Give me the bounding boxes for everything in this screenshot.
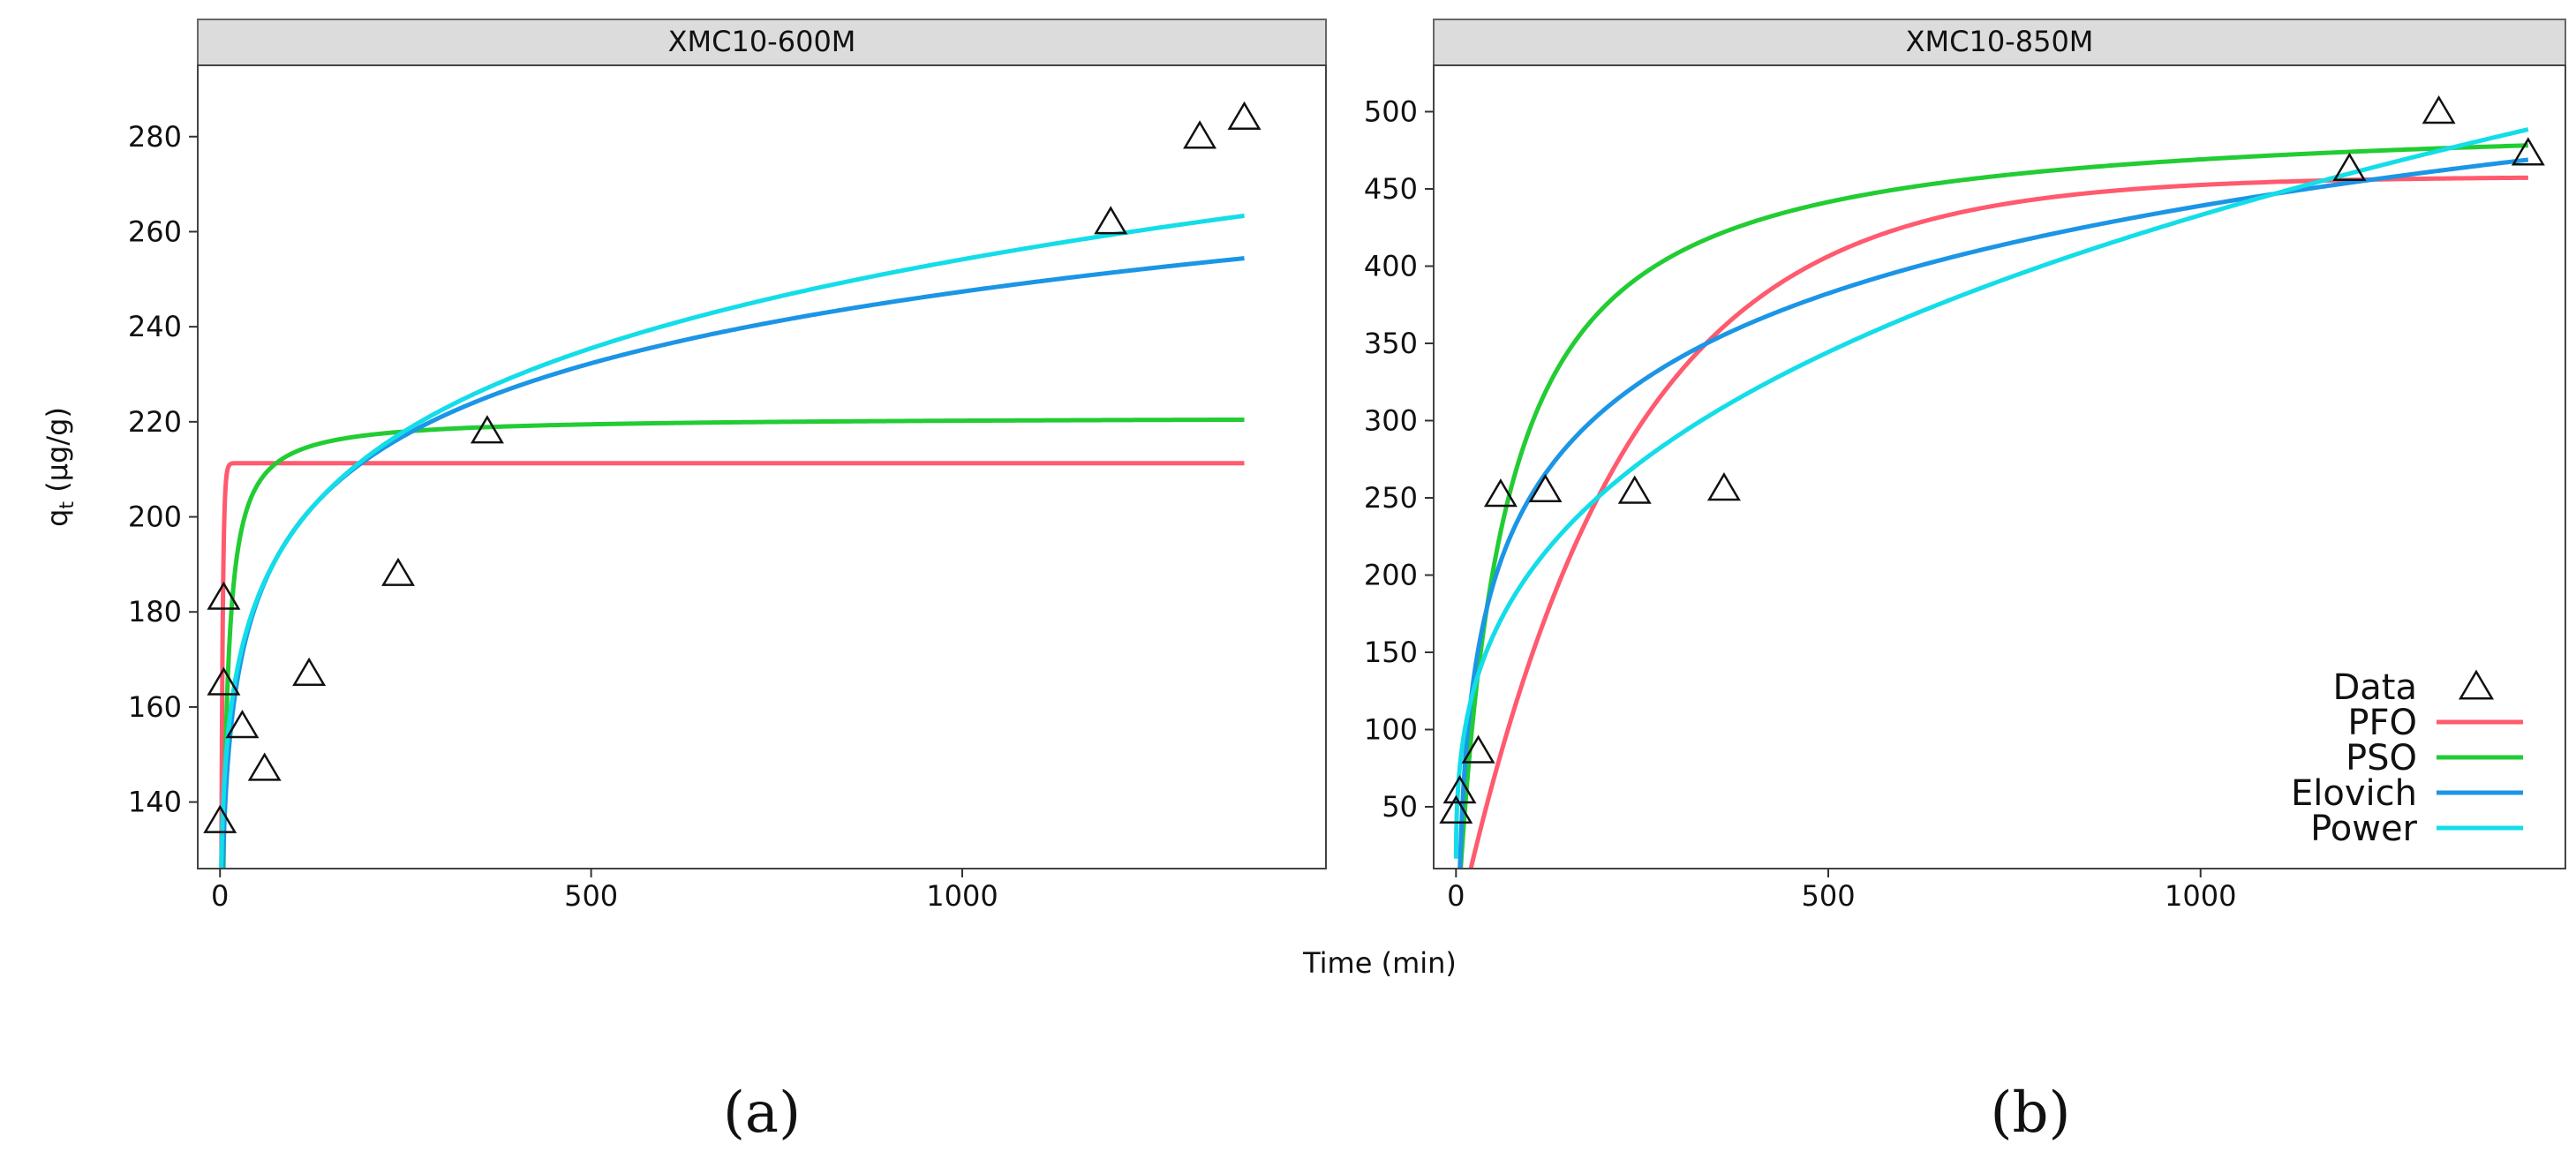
x-tick-label: 0	[211, 879, 229, 913]
y-tick-label: 140	[128, 786, 182, 819]
y-tick-label: 240	[128, 310, 182, 343]
legend-label-pfo: PFO	[2347, 703, 2417, 743]
data-point	[1183, 120, 1217, 149]
series-line-pfo	[1468, 175, 2528, 868]
data-point	[1094, 206, 1128, 235]
series-line-power	[1453, 127, 2529, 862]
panel-b-header	[1433, 19, 2566, 66]
x-tick-label: 1000	[2165, 879, 2236, 913]
data-point	[1617, 475, 1652, 504]
data-point	[207, 666, 241, 696]
panel-b-title: XMC10-850M	[1906, 25, 2094, 58]
data-point	[207, 581, 241, 610]
x-tick-label: 1000	[926, 879, 998, 913]
panel-a-points	[203, 101, 1262, 833]
panel-b: XMC10-850M 50 100 150 200 250 300 350 400 450 500…	[1364, 19, 2566, 1146]
y-tick-label: 220	[128, 405, 182, 439]
y-tick-label: 260	[128, 214, 182, 248]
data-point	[381, 557, 416, 586]
series-line-elovich	[1457, 157, 2529, 868]
y-axis-title-unit: (μg/g)	[41, 407, 74, 501]
y-tick-label: 300	[1364, 404, 1418, 438]
data-point	[292, 657, 327, 686]
panel-a-plot-area	[197, 64, 1327, 869]
y-tick-label: 350	[1364, 327, 1418, 360]
y-tick-label: 100	[1364, 713, 1418, 747]
panel-a-axes: 140 160 180 200 220 240 260 280 0 500 1000	[128, 120, 998, 913]
y-tick-label: 500	[1364, 95, 1418, 129]
panel-b-lines	[1453, 127, 2529, 868]
data-point	[1439, 794, 1473, 824]
y-tick-label: 200	[128, 500, 182, 534]
panel-b-points	[1439, 95, 2545, 824]
panel-b-axes: 50 100 150 200 250 300 350 400 450 500 0 500 1000	[1364, 95, 2237, 914]
y-tick-label: 50	[1382, 790, 1418, 824]
panel-b-caption: (b)	[1991, 1080, 2071, 1146]
legend-label-pso: PSO	[2346, 738, 2417, 779]
legend-symbol-data	[2458, 669, 2495, 700]
data-point	[2332, 152, 2367, 181]
x-tick-label: 500	[564, 879, 618, 913]
y-tick-label: 180	[128, 595, 182, 628]
data-point	[1461, 734, 1495, 764]
y-axis-title-main: q	[41, 509, 74, 527]
y-axis-title: qt (μg/g)	[41, 407, 79, 527]
y-tick-label: 280	[128, 120, 182, 154]
series-line-pfo	[219, 461, 1245, 868]
x-axis-title: Time (min)	[1302, 946, 1457, 980]
y-tick-label: 150	[1364, 636, 1418, 669]
data-point	[203, 804, 237, 833]
data-point	[1483, 478, 1518, 508]
y-tick-label: 450	[1364, 172, 1418, 206]
y-tick-label: 250	[1364, 481, 1418, 515]
data-point	[1442, 775, 1477, 804]
series-line-power	[219, 213, 1245, 868]
data-point	[2511, 137, 2545, 166]
data-point	[1706, 472, 1741, 501]
legend-label-power: Power	[2310, 809, 2417, 849]
data-point	[225, 710, 260, 739]
y-tick-label: 400	[1364, 250, 1418, 283]
panel-b-plot-area	[1433, 64, 2566, 869]
series-line-pso	[221, 417, 1245, 868]
panel-a-title: XMC10-600M	[668, 25, 856, 58]
data-point	[1227, 101, 1262, 130]
data-point	[2422, 95, 2456, 124]
data-point	[470, 415, 504, 444]
data-point	[247, 752, 282, 781]
panel-a-lines	[219, 213, 1245, 868]
panel-a-header	[197, 19, 1327, 66]
y-tick-label: 200	[1364, 559, 1418, 592]
legend-label-elovich: Elovich	[2291, 773, 2417, 814]
y-tick-label: 160	[128, 690, 182, 724]
data-point	[1528, 473, 1563, 502]
y-axis-title-subscript: t	[56, 501, 79, 509]
x-tick-label: 0	[1447, 879, 1465, 913]
legend-label-data: Data	[2332, 667, 2417, 708]
panel-a-caption: (a)	[723, 1080, 801, 1146]
x-tick-label: 500	[1801, 879, 1855, 913]
